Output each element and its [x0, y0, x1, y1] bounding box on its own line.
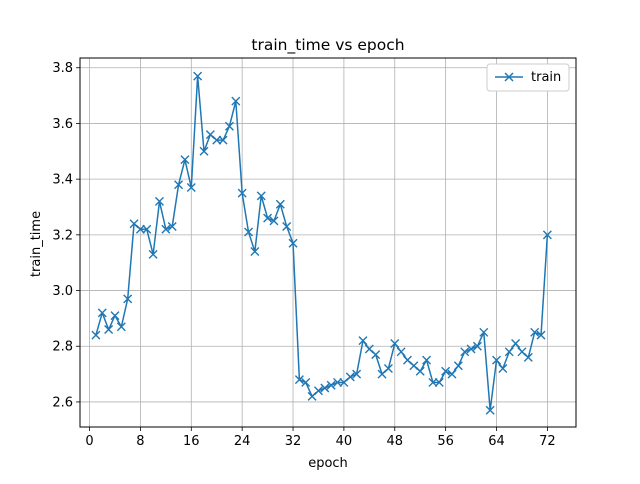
data-point: [142, 224, 152, 234]
y-axis-label: train_time: [29, 211, 44, 277]
data-point: [422, 355, 432, 365]
data-point: [498, 364, 508, 374]
y-tick-label: 3.2: [52, 228, 73, 243]
data-point: [313, 386, 323, 396]
x-tick-label: 72: [539, 434, 556, 449]
data-point: [485, 405, 495, 415]
data-point: [390, 338, 400, 348]
data-point: [275, 199, 285, 209]
data-point: [180, 155, 190, 165]
data-point: [161, 224, 171, 234]
data-point: [530, 327, 540, 337]
data-point: [301, 377, 311, 387]
data-point: [237, 188, 247, 198]
data-point: [441, 366, 451, 376]
data-point: [472, 341, 482, 351]
data-point: [174, 180, 184, 190]
data-point: [371, 350, 381, 360]
legend-box: [486, 63, 570, 92]
data-point: [542, 230, 552, 240]
y-tick-label: 3.0: [52, 284, 73, 299]
data-point: [135, 224, 145, 234]
data-point: [383, 364, 393, 374]
data-point: [116, 322, 126, 332]
data-point: [320, 383, 330, 393]
data-point: [231, 96, 241, 106]
data-point: [212, 135, 222, 145]
plot-frame: [79, 57, 577, 428]
data-point: [352, 369, 362, 379]
axis-ticks: 0 8 16 24 32 40 48 56 64 72 2.6 2.8 3.0 3.2 3.4 3.6 3.8: [52, 61, 555, 449]
data-point: [504, 347, 514, 357]
data-point: [333, 377, 343, 387]
data-point: [511, 338, 521, 348]
data-point: [453, 361, 463, 371]
data-point: [186, 183, 196, 192]
y-tick-label: 2.8: [52, 340, 73, 355]
data-point: [110, 311, 120, 321]
data-point: [193, 71, 203, 81]
data-point: [123, 294, 133, 304]
data-point: [288, 238, 298, 248]
data-point: [91, 330, 101, 340]
data-point: [263, 213, 273, 223]
data-point: [97, 308, 107, 318]
y-tick-label: 3.8: [52, 61, 73, 76]
x-tick-label: 56: [437, 434, 454, 449]
data-point: [167, 221, 177, 231]
data-point: [358, 336, 368, 346]
data-point: [250, 247, 260, 257]
x-tick-label: 16: [183, 434, 200, 449]
x-tick-label: 24: [234, 434, 251, 449]
data-point: [460, 347, 470, 357]
data-point: [218, 135, 228, 145]
grid-lines: [80, 58, 576, 427]
data-point: [326, 380, 336, 390]
data-point: [447, 369, 457, 379]
x-tick-label: 40: [336, 434, 353, 449]
series-line-train: [95, 75, 549, 412]
x-tick-label: 32: [285, 434, 302, 449]
x-tick-label: 0: [85, 434, 93, 449]
y-tick-label: 2.6: [52, 395, 73, 410]
data-point: [396, 347, 406, 357]
data-point: [434, 377, 444, 387]
data-point: [345, 372, 355, 382]
data-point: [415, 366, 425, 376]
data-point: [282, 221, 292, 231]
series-layer: [91, 71, 552, 415]
chart-title: train_time vs epoch: [251, 36, 404, 55]
data-point: [466, 344, 476, 354]
data-point: [479, 327, 489, 337]
y-tick-label: 3.4: [52, 173, 73, 188]
x-tick-label: 8: [136, 434, 144, 449]
data-point: [244, 227, 254, 237]
legend: train: [486, 63, 570, 92]
data-point: [269, 216, 279, 226]
data-point: [199, 146, 209, 156]
data-point: [256, 191, 266, 201]
x-axis-label: epoch: [308, 456, 348, 471]
data-point: [294, 375, 304, 385]
data-point: [154, 196, 164, 206]
legend-marker-train: [504, 72, 514, 82]
data-point: [224, 121, 234, 131]
data-point: [104, 325, 114, 335]
x-tick-label: 48: [386, 434, 403, 449]
data-point: [523, 352, 533, 362]
data-point: [148, 249, 158, 259]
data-point: [536, 330, 546, 340]
x-tick-label: 64: [488, 434, 505, 449]
y-tick-label: 3.6: [52, 117, 73, 132]
data-point: [492, 355, 502, 365]
legend-label-train: train: [531, 70, 561, 85]
data-point: [428, 377, 438, 387]
